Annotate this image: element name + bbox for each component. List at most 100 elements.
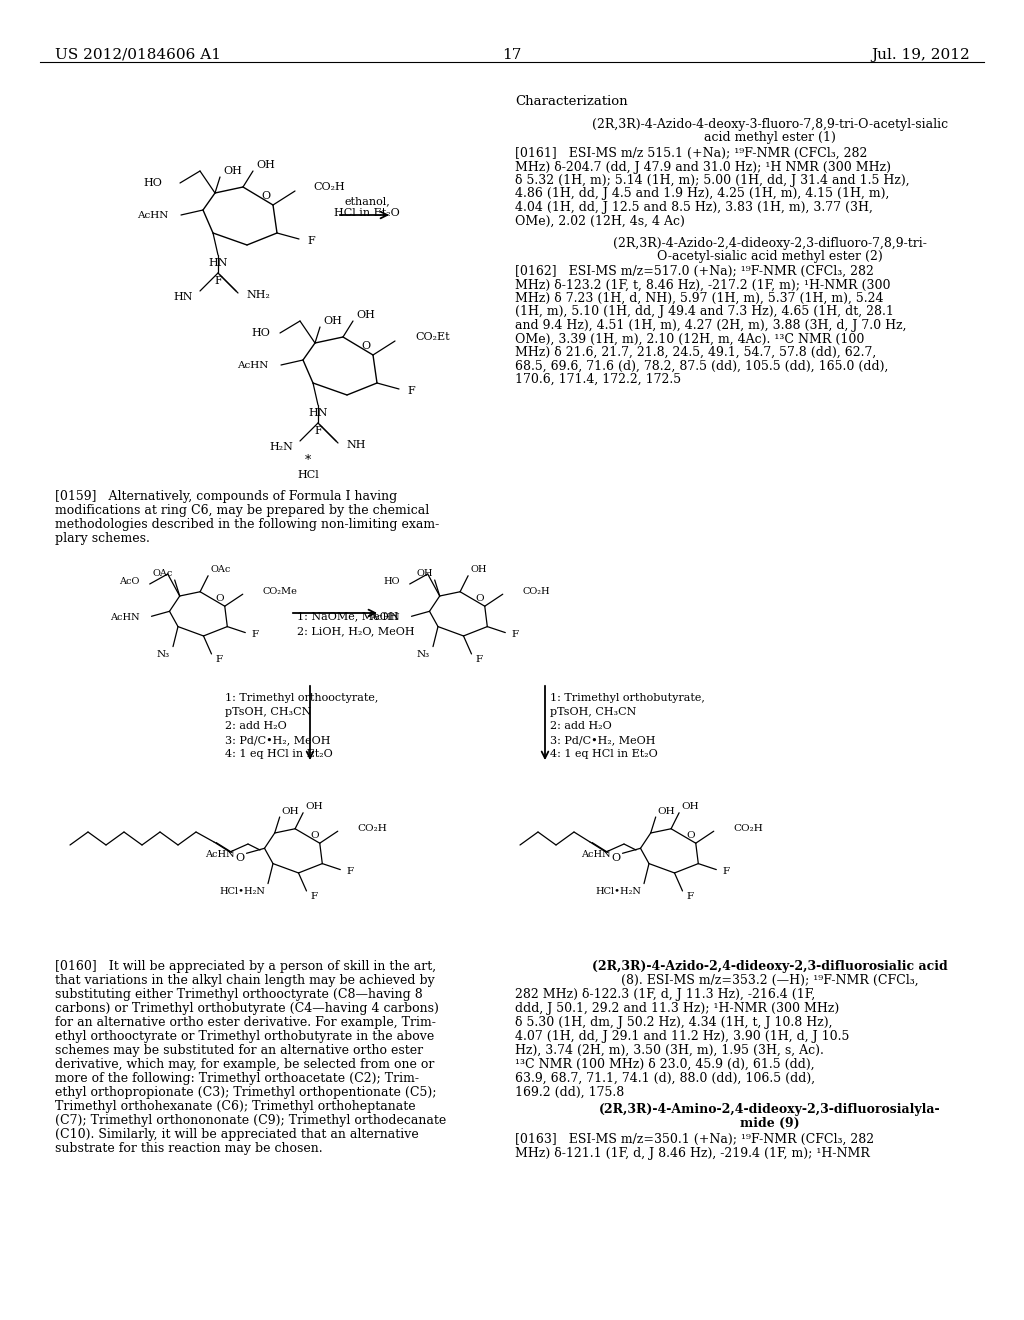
Text: HN: HN xyxy=(173,292,193,302)
Text: O: O xyxy=(475,594,483,603)
Text: OH: OH xyxy=(256,160,274,170)
Text: (C10). Similarly, it will be appreciated that an alternative: (C10). Similarly, it will be appreciated… xyxy=(55,1129,419,1140)
Text: AcHN: AcHN xyxy=(110,612,139,622)
Text: H₂N: H₂N xyxy=(269,442,293,451)
Text: MHz) δ 7.23 (1H, d, NH), 5.97 (1H, m), 5.37 (1H, m), 5.24: MHz) δ 7.23 (1H, d, NH), 5.97 (1H, m), 5… xyxy=(515,292,884,305)
Text: 4.07 (1H, dd, J 29.1 and 11.2 Hz), 3.90 (1H, d, J 10.5: 4.07 (1H, dd, J 29.1 and 11.2 Hz), 3.90 … xyxy=(515,1030,849,1043)
Text: substrate for this reaction may be chosen.: substrate for this reaction may be chose… xyxy=(55,1142,323,1155)
Text: plary schemes.: plary schemes. xyxy=(55,532,150,545)
Text: F: F xyxy=(407,385,415,396)
Text: ddd, J 50.1, 29.2 and 11.3 Hz); ¹H-NMR (300 MHz): ddd, J 50.1, 29.2 and 11.3 Hz); ¹H-NMR (… xyxy=(515,1002,840,1015)
Text: HN: HN xyxy=(308,408,328,418)
Text: OH: OH xyxy=(416,569,433,578)
Text: (1H, m), 5.10 (1H, dd, J 49.4 and 7.3 Hz), 4.65 (1H, dt, 28.1: (1H, m), 5.10 (1H, dd, J 49.4 and 7.3 Hz… xyxy=(515,305,894,318)
Text: 4: 1 eq HCl in Et₂O: 4: 1 eq HCl in Et₂O xyxy=(225,748,333,759)
Text: 4: 1 eq HCl in Et₂O: 4: 1 eq HCl in Et₂O xyxy=(550,748,657,759)
Text: AcHN: AcHN xyxy=(205,850,234,859)
Text: US 2012/0184606 A1: US 2012/0184606 A1 xyxy=(55,48,221,62)
Text: F: F xyxy=(307,236,314,246)
Text: N₃: N₃ xyxy=(157,651,170,659)
Text: HO: HO xyxy=(383,578,399,586)
Text: F: F xyxy=(475,656,482,664)
Text: (2R,3R)-4-Azido-4-deoxy-3-fluoro-7,8,9-tri-O-acetyl-sialic: (2R,3R)-4-Azido-4-deoxy-3-fluoro-7,8,9-t… xyxy=(592,117,948,131)
Text: F: F xyxy=(511,630,518,639)
Text: OH: OH xyxy=(305,803,323,812)
Text: OH: OH xyxy=(470,565,486,574)
Text: [0163]   ESI-MS m/z=350.1 (+Na); ¹⁹F-NMR (CFCl₃, 282: [0163] ESI-MS m/z=350.1 (+Na); ¹⁹F-NMR (… xyxy=(515,1133,874,1146)
Text: F: F xyxy=(346,867,353,876)
Text: mide (9): mide (9) xyxy=(740,1117,800,1130)
Text: OH: OH xyxy=(356,310,375,319)
Text: 68.5, 69.6, 71.6 (d), 78.2, 87.5 (dd), 105.5 (dd), 165.0 (dd),: 68.5, 69.6, 71.6 (d), 78.2, 87.5 (dd), 1… xyxy=(515,359,889,372)
Text: modifications at ring C6, may be prepared by the chemical: modifications at ring C6, may be prepare… xyxy=(55,504,429,517)
Text: ethyl orthooctyrate or Trimethyl orthobutyrate in the above: ethyl orthooctyrate or Trimethyl orthobu… xyxy=(55,1030,434,1043)
Text: MHz) δ-204.7 (dd, J 47.9 and 31.0 Hz); ¹H NMR (300 MHz): MHz) δ-204.7 (dd, J 47.9 and 31.0 Hz); ¹… xyxy=(515,161,891,173)
Text: OAc: OAc xyxy=(210,565,230,574)
Text: 17: 17 xyxy=(503,48,521,62)
Text: ¹³C NMR (100 MHz) δ 23.0, 45.9 (d), 61.5 (dd),: ¹³C NMR (100 MHz) δ 23.0, 45.9 (d), 61.5… xyxy=(515,1059,815,1071)
Text: 1: Trimethyl orthooctyrate,: 1: Trimethyl orthooctyrate, xyxy=(225,693,379,704)
Text: [0162]   ESI-MS m/z=517.0 (+Na); ¹⁹F-NMR (CFCl₃, 282: [0162] ESI-MS m/z=517.0 (+Na); ¹⁹F-NMR (… xyxy=(515,265,873,279)
Text: 3: Pd/C•H₂, MeOH: 3: Pd/C•H₂, MeOH xyxy=(550,735,655,744)
Text: Characterization: Characterization xyxy=(515,95,628,108)
Text: OAc: OAc xyxy=(153,569,173,578)
Text: 4.86 (1H, dd, J 4.5 and 1.9 Hz), 4.25 (1H, m), 4.15 (1H, m),: 4.86 (1H, dd, J 4.5 and 1.9 Hz), 4.25 (1… xyxy=(515,187,890,201)
Text: OH: OH xyxy=(282,807,299,816)
Text: 63.9, 68.7, 71.1, 74.1 (d), 88.0 (dd), 106.5 (dd),: 63.9, 68.7, 71.1, 74.1 (d), 88.0 (dd), 1… xyxy=(515,1072,815,1085)
Text: OMe), 3.39 (1H, m), 2.10 (12H, m, 4Ac). ¹³C NMR (100: OMe), 3.39 (1H, m), 2.10 (12H, m, 4Ac). … xyxy=(515,333,864,346)
Text: (2R,3R)-4-Azido-2,4-dideoxy-2,3-difluorosialic acid: (2R,3R)-4-Azido-2,4-dideoxy-2,3-difluoro… xyxy=(592,960,948,973)
Text: AcHN: AcHN xyxy=(581,850,610,859)
Text: HCl•H₂N: HCl•H₂N xyxy=(219,887,265,896)
Text: (2R,3R)-4-Azido-2,4-dideoxy-2,3-difluoro-7,8,9-tri-: (2R,3R)-4-Azido-2,4-dideoxy-2,3-difluoro… xyxy=(613,238,927,249)
Text: methodologies described in the following non-limiting exam-: methodologies described in the following… xyxy=(55,517,439,531)
Text: HO: HO xyxy=(251,327,270,338)
Text: F: F xyxy=(251,630,258,639)
Text: HCl•H₂N: HCl•H₂N xyxy=(595,887,641,896)
Text: MHz) δ-121.1 (1F, d, J 8.46 Hz), -219.4 (1F, m); ¹H-NMR: MHz) δ-121.1 (1F, d, J 8.46 Hz), -219.4 … xyxy=(515,1147,869,1160)
Text: (8). ESI-MS m/z=353.2 (—H); ¹⁹F-NMR (CFCl₃,: (8). ESI-MS m/z=353.2 (—H); ¹⁹F-NMR (CFC… xyxy=(622,974,919,987)
Text: AcHN: AcHN xyxy=(370,612,399,622)
Text: (C7); Trimethyl orthonononate (C9); Trimethyl orthodecanate: (C7); Trimethyl orthonononate (C9); Trim… xyxy=(55,1114,446,1127)
Text: 2: LiOH, H₂O, MeOH: 2: LiOH, H₂O, MeOH xyxy=(297,626,415,636)
Text: [0160]   It will be appreciated by a person of skill in the art,: [0160] It will be appreciated by a perso… xyxy=(55,960,436,973)
Text: MHz) δ-123.2 (1F, t, 8.46 Hz), -217.2 (1F, m); ¹H-NMR (300: MHz) δ-123.2 (1F, t, 8.46 Hz), -217.2 (1… xyxy=(515,279,891,292)
Text: [0159]   Alternatively, compounds of Formula I having: [0159] Alternatively, compounds of Formu… xyxy=(55,490,397,503)
Text: O-acetyl-sialic acid methyl ester (2): O-acetyl-sialic acid methyl ester (2) xyxy=(657,249,883,263)
Text: AcHN: AcHN xyxy=(237,360,268,370)
Text: pTsOH, CH₃CN: pTsOH, CH₃CN xyxy=(550,708,636,717)
Text: pTsOH, CH₃CN: pTsOH, CH₃CN xyxy=(225,708,311,717)
Text: 282 MHz) δ-122.3 (1F, d, J 11.3 Hz), -216.4 (1F,: 282 MHz) δ-122.3 (1F, d, J 11.3 Hz), -21… xyxy=(515,987,815,1001)
Text: [0161]   ESI-MS m/z 515.1 (+Na); ¹⁹F-NMR (CFCl₃, 282: [0161] ESI-MS m/z 515.1 (+Na); ¹⁹F-NMR (… xyxy=(515,147,867,160)
Text: F: F xyxy=(214,276,222,286)
Text: CO₂H: CO₂H xyxy=(357,824,387,833)
Text: NH: NH xyxy=(346,440,366,450)
Text: 4.04 (1H, dd, J 12.5 and 8.5 Hz), 3.83 (1H, m), 3.77 (3H,: 4.04 (1H, dd, J 12.5 and 8.5 Hz), 3.83 (… xyxy=(515,201,872,214)
Text: 169.2 (dd), 175.8: 169.2 (dd), 175.8 xyxy=(515,1086,625,1100)
Text: CO₂H: CO₂H xyxy=(734,824,764,833)
Text: CO₂H: CO₂H xyxy=(313,182,345,191)
Text: 1: NaOMe, MeOH: 1: NaOMe, MeOH xyxy=(297,611,398,620)
Text: Jul. 19, 2012: Jul. 19, 2012 xyxy=(871,48,970,62)
Text: CO₂Me: CO₂Me xyxy=(263,586,298,595)
Text: ethyl orthopropionate (C3); Trimethyl orthopentionate (C5);: ethyl orthopropionate (C3); Trimethyl or… xyxy=(55,1086,436,1100)
Text: substituting either Trimethyl orthooctyrate (C8—having 8: substituting either Trimethyl orthooctyr… xyxy=(55,987,423,1001)
Text: OH: OH xyxy=(323,315,342,326)
Text: derivative, which may, for example, be selected from one or: derivative, which may, for example, be s… xyxy=(55,1059,434,1071)
Text: (2R,3R)-4-Amino-2,4-dideoxy-2,3-difluorosialyla-: (2R,3R)-4-Amino-2,4-dideoxy-2,3-difluoro… xyxy=(599,1104,941,1115)
Text: 3: Pd/C•H₂, MeOH: 3: Pd/C•H₂, MeOH xyxy=(225,735,331,744)
Text: O: O xyxy=(215,594,223,603)
Text: O: O xyxy=(310,832,318,841)
Text: 1: Trimethyl orthobutyrate,: 1: Trimethyl orthobutyrate, xyxy=(550,693,705,704)
Text: NH₂: NH₂ xyxy=(246,290,270,300)
Text: O: O xyxy=(611,853,621,863)
Text: N₃: N₃ xyxy=(417,651,430,659)
Text: HO: HO xyxy=(143,178,162,187)
Text: F: F xyxy=(310,892,317,902)
Text: 2: add H₂O: 2: add H₂O xyxy=(550,721,611,731)
Text: O: O xyxy=(261,191,270,201)
Text: and 9.4 Hz), 4.51 (1H, m), 4.27 (2H, m), 3.88 (3H, d, J 7.0 Hz,: and 9.4 Hz), 4.51 (1H, m), 4.27 (2H, m),… xyxy=(515,319,906,333)
Text: CO₂H: CO₂H xyxy=(522,586,550,595)
Text: O: O xyxy=(361,341,371,351)
Text: that variations in the alkyl chain length may be achieved by: that variations in the alkyl chain lengt… xyxy=(55,974,435,987)
Text: AcO: AcO xyxy=(120,578,139,586)
